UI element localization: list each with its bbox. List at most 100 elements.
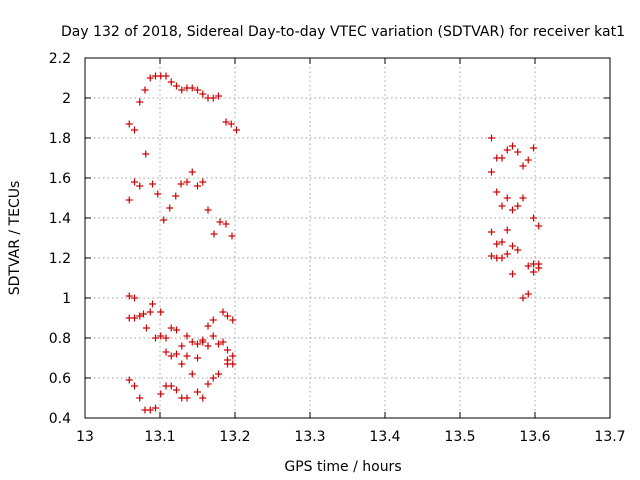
y-tick-label: 1 <box>62 291 71 307</box>
x-tick-label: 13.3 <box>294 429 325 445</box>
axis-ticks: 13 13.1 13.2 13.3 13.4 13.5 13.6 13.7 0.4 0.6 0.8 1… <box>49 51 626 445</box>
data-point <box>152 404 159 412</box>
data-point <box>149 180 156 188</box>
data-point <box>216 218 224 226</box>
data-point <box>183 394 191 402</box>
data-point <box>140 310 147 318</box>
data-point <box>125 376 133 384</box>
data-point <box>209 94 217 102</box>
data-point <box>183 332 191 340</box>
data-point <box>194 388 201 396</box>
data-point <box>199 394 207 402</box>
data-point <box>228 232 236 240</box>
data-point <box>146 74 154 82</box>
data-point <box>188 370 196 378</box>
x-tick-label: 13.2 <box>219 429 250 445</box>
data-point <box>488 252 495 260</box>
data-point <box>199 338 207 346</box>
x-tick-label: 13.7 <box>594 429 625 445</box>
data-point <box>535 222 543 230</box>
data-point <box>209 332 217 340</box>
data-point <box>199 178 207 186</box>
data-point <box>488 168 495 176</box>
data-point <box>194 182 201 190</box>
data-point <box>530 214 537 222</box>
x-tick-label: 13.6 <box>519 429 550 445</box>
data-point <box>146 308 154 316</box>
y-tick-label: 0.8 <box>49 331 71 347</box>
data-point <box>194 340 201 348</box>
data-point <box>157 332 165 340</box>
data-point <box>215 340 222 348</box>
data-point <box>173 386 180 394</box>
data-point <box>535 260 543 268</box>
y-tick-label: 2.2 <box>49 51 71 67</box>
data-point <box>215 92 222 100</box>
data-point <box>222 220 230 228</box>
data-point <box>178 360 186 368</box>
x-tick-label: 13.1 <box>144 429 175 445</box>
y-tick-label: 1.4 <box>49 211 71 227</box>
data-point <box>172 192 180 200</box>
data-point <box>131 382 138 390</box>
data-point <box>149 300 156 308</box>
data-point <box>229 352 237 360</box>
data-point <box>493 240 501 248</box>
data-point <box>194 354 201 362</box>
data-point <box>488 228 495 236</box>
data-point <box>152 334 159 342</box>
data-point <box>204 380 212 388</box>
data-point <box>222 118 230 126</box>
data-point <box>493 188 501 196</box>
data-point <box>167 324 175 332</box>
data-point <box>167 352 175 360</box>
data-point <box>219 308 227 316</box>
data-point <box>157 308 165 316</box>
data-point <box>183 178 191 186</box>
y-tick-label: 1.6 <box>49 171 71 187</box>
data-point <box>143 324 150 332</box>
data-point <box>131 126 138 134</box>
data-point <box>188 168 196 176</box>
data-point <box>204 322 212 330</box>
x-tick-label: 13.5 <box>444 429 475 445</box>
data-point <box>125 120 133 128</box>
data-point <box>524 290 532 298</box>
data-point <box>204 342 212 350</box>
data-point <box>125 292 133 300</box>
data-point <box>498 202 506 210</box>
y-tick-label: 1.8 <box>49 131 71 147</box>
data-point <box>509 142 516 150</box>
data-point <box>160 216 168 224</box>
data-point <box>136 182 144 190</box>
data-point <box>162 334 170 342</box>
data-point <box>136 394 144 402</box>
y-tick-label: 0.6 <box>49 371 71 387</box>
data-point <box>173 82 180 90</box>
data-point <box>233 126 240 134</box>
data-point <box>210 230 218 238</box>
data-point <box>519 194 527 202</box>
data-point <box>167 78 175 86</box>
data-point <box>173 350 180 358</box>
y-tick-label: 1.2 <box>49 251 71 267</box>
y-tick-label: 2 <box>62 91 71 107</box>
data-point <box>146 406 154 414</box>
data-point <box>166 204 174 212</box>
data-point <box>183 352 191 360</box>
data-point <box>209 374 217 382</box>
data-point <box>178 342 186 350</box>
data-point <box>162 348 170 356</box>
chart-title: Day 132 of 2018, Sidereal Day-to-day VTE… <box>61 24 625 40</box>
y-tick-label: 0.4 <box>49 411 71 427</box>
data-point <box>503 226 511 234</box>
data-point <box>194 86 201 94</box>
data-point <box>136 98 144 106</box>
data-point <box>224 360 231 368</box>
data-point <box>219 338 227 346</box>
data-point <box>519 162 527 170</box>
data-point <box>503 194 511 202</box>
x-tick-label: 13.4 <box>369 429 400 445</box>
data-point <box>154 190 162 198</box>
data-point <box>498 254 506 262</box>
